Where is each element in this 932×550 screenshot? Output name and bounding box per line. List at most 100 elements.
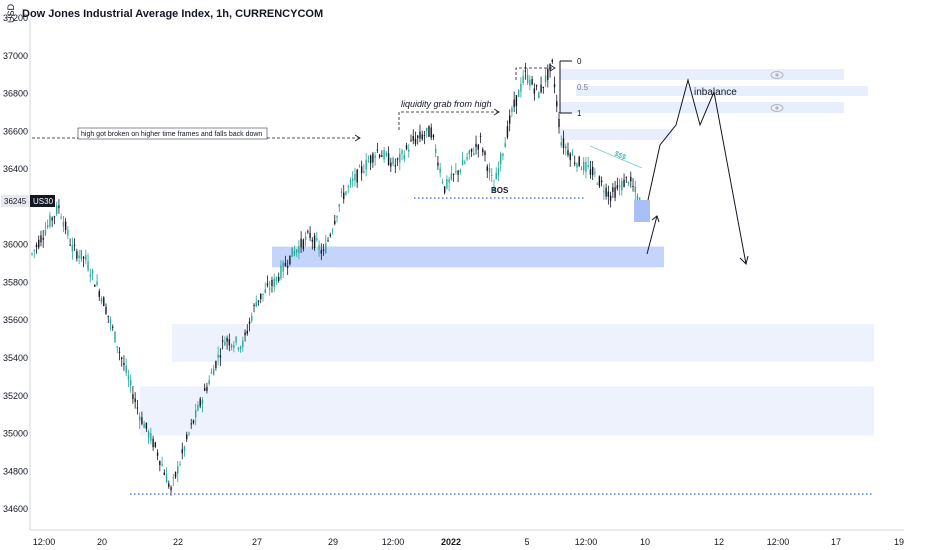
candle-body	[369, 155, 372, 164]
candle-body	[605, 187, 607, 197]
candle-body	[414, 138, 417, 144]
candle-body	[470, 148, 473, 152]
candle-body	[603, 191, 605, 193]
candle-body	[351, 178, 354, 182]
last-price-badge	[1, 195, 29, 207]
candle-body	[298, 246, 300, 254]
candle-body	[143, 423, 145, 429]
candle-body	[600, 180, 603, 183]
candle-body	[320, 250, 323, 254]
x-tick-label: 12:00	[575, 537, 598, 547]
candle-body	[217, 354, 219, 358]
candle-body	[165, 474, 168, 483]
candle-body	[40, 235, 42, 243]
candle-body	[486, 166, 488, 171]
candle-body	[405, 145, 408, 150]
candle-body	[520, 83, 522, 92]
candle-body	[286, 266, 289, 268]
candle-body	[179, 463, 181, 465]
y-tick-label: 34800	[3, 466, 28, 476]
candle-body	[192, 420, 195, 424]
fib-label-0: 0	[577, 57, 582, 66]
candle-body	[129, 379, 132, 386]
candle-body	[594, 172, 596, 174]
candle-body	[156, 452, 159, 456]
candle-body	[623, 179, 625, 188]
candle-body	[60, 217, 62, 219]
candle-body	[459, 170, 462, 172]
liquidity-note: liquidity grab from high	[401, 99, 492, 109]
candle-body	[98, 291, 100, 297]
candle-body	[585, 162, 587, 172]
candle-body	[154, 442, 157, 447]
candle-body	[123, 362, 125, 366]
candle-body	[159, 460, 161, 465]
currency-unit-label: USD	[6, 4, 16, 24]
candle-body	[421, 134, 423, 140]
candle-body	[360, 166, 363, 173]
candle-body	[237, 348, 240, 350]
candle-body	[452, 173, 455, 175]
candle-body	[112, 326, 114, 328]
candle-body	[174, 472, 177, 478]
candle-body	[181, 449, 183, 454]
candle-body	[307, 231, 309, 233]
candle-body	[152, 438, 154, 448]
candle-body	[515, 95, 518, 107]
candle-body	[327, 240, 329, 242]
candle-body	[378, 154, 381, 158]
candle-body	[206, 386, 208, 391]
candle-body	[408, 149, 410, 152]
candle-body	[199, 398, 201, 407]
candle-body	[385, 152, 388, 156]
candle-body	[504, 142, 506, 148]
candle-body	[632, 185, 634, 188]
candle-body	[367, 161, 370, 163]
candle-body	[542, 86, 545, 89]
x-tick-label: 29	[328, 537, 338, 547]
y-tick-label: 36800	[3, 89, 28, 99]
eye-icon-pupil	[775, 106, 779, 110]
candle-body	[569, 153, 571, 160]
candle-body	[547, 68, 549, 80]
candle-body	[535, 85, 538, 87]
candle-body	[582, 161, 585, 171]
candle-body	[80, 249, 83, 260]
candle-body	[266, 283, 269, 286]
candle-body	[576, 163, 578, 168]
candle-body	[197, 405, 199, 411]
candle-body	[269, 288, 271, 290]
candle-body	[551, 59, 553, 62]
high-note-text: high got broken on higher time frames an…	[81, 131, 262, 138]
candle-body	[280, 265, 282, 279]
candle-body	[121, 357, 123, 360]
top-arrowhead	[549, 64, 556, 72]
candle-body	[495, 172, 497, 180]
y-tick-label: 36600	[3, 126, 28, 136]
chart-title: Dow Jones Industrial Average Index, 1h, …	[22, 7, 324, 20]
candle-body	[201, 400, 204, 405]
demand-zone-upper	[272, 246, 664, 268]
candle-body	[468, 150, 471, 155]
candle-body	[639, 197, 641, 200]
candle-body	[464, 161, 466, 164]
y-tick-label: 36000	[3, 240, 28, 250]
candle-body	[134, 398, 136, 402]
candle-body	[356, 169, 358, 183]
candle-body	[587, 165, 589, 167]
candle-body	[562, 138, 565, 148]
candle-body	[580, 168, 583, 170]
top-dashed-line	[515, 67, 555, 80]
candle-body	[163, 472, 166, 475]
imbalance-band-mid	[576, 86, 868, 96]
candle-body	[242, 340, 244, 348]
candle-body	[439, 168, 441, 173]
candle-body	[51, 217, 53, 221]
y-tick-label: 37000	[3, 51, 28, 61]
x-tick-label: 12	[714, 537, 724, 547]
x-tick-label: 5	[524, 537, 529, 547]
candle-body	[524, 70, 527, 72]
candle-body	[109, 319, 112, 324]
symbol-label: US30	[33, 197, 54, 206]
